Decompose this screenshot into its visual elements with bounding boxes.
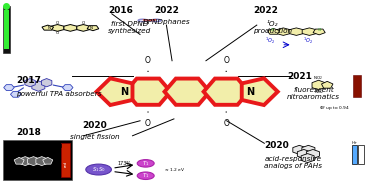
Text: 2018: 2018 — [16, 128, 40, 137]
Ellipse shape — [137, 160, 154, 167]
Bar — [353, 75, 361, 97]
Text: $T_1$: $T_1$ — [142, 159, 149, 168]
Text: red: red — [64, 161, 68, 167]
Polygon shape — [42, 25, 54, 30]
Bar — [358, 145, 364, 164]
Text: N: N — [48, 26, 51, 30]
Ellipse shape — [86, 164, 112, 175]
Polygon shape — [42, 79, 52, 87]
Polygon shape — [312, 80, 325, 90]
Text: first DPND
synthesized: first DPND synthesized — [108, 21, 151, 34]
Polygon shape — [242, 78, 278, 105]
Polygon shape — [302, 28, 316, 35]
Polygon shape — [14, 157, 24, 164]
Polygon shape — [125, 79, 170, 105]
Text: 2022: 2022 — [154, 6, 179, 15]
Text: $^{1}O_{2}$: $^{1}O_{2}$ — [265, 36, 275, 46]
Text: acid-responsive
analogs of PAHs: acid-responsive analogs of PAHs — [264, 156, 322, 169]
Text: Cl: Cl — [318, 28, 322, 32]
Polygon shape — [297, 149, 310, 158]
Text: 2020: 2020 — [264, 141, 289, 150]
Polygon shape — [4, 85, 14, 91]
Polygon shape — [267, 29, 280, 34]
Polygon shape — [301, 154, 314, 163]
Text: O: O — [145, 56, 151, 65]
Text: Cl: Cl — [271, 28, 275, 32]
Text: NO$_2$: NO$_2$ — [313, 74, 323, 81]
Text: DPNDphanes: DPNDphanes — [143, 19, 190, 26]
Polygon shape — [96, 78, 132, 105]
Polygon shape — [313, 29, 325, 35]
Text: 2016: 2016 — [108, 6, 133, 15]
Text: ¹O₂
production: ¹O₂ production — [253, 21, 292, 34]
Polygon shape — [19, 157, 31, 166]
Polygon shape — [43, 157, 53, 164]
Polygon shape — [276, 28, 290, 35]
Text: O: O — [82, 21, 85, 25]
Ellipse shape — [137, 172, 154, 180]
Polygon shape — [307, 149, 319, 158]
Text: O: O — [223, 56, 229, 65]
Polygon shape — [32, 81, 45, 91]
Bar — [61, 143, 70, 177]
Text: 2021: 2021 — [287, 72, 312, 81]
Polygon shape — [51, 25, 64, 31]
Polygon shape — [36, 157, 48, 166]
Text: $S_1S_0$: $S_1S_0$ — [92, 165, 105, 174]
Text: O: O — [56, 31, 59, 35]
Text: H+: H+ — [352, 141, 358, 145]
Text: fluorescent
nitroaromatics: fluorescent nitroaromatics — [287, 87, 340, 100]
Text: N: N — [120, 87, 129, 97]
Text: NO$_2$: NO$_2$ — [314, 88, 324, 96]
Text: O: O — [145, 119, 151, 128]
Text: red emission
on demand: red emission on demand — [16, 143, 62, 156]
Text: $T_1$: $T_1$ — [142, 171, 149, 180]
Polygon shape — [87, 26, 99, 31]
Text: O: O — [223, 119, 229, 128]
Polygon shape — [321, 81, 333, 88]
Text: N: N — [90, 26, 93, 30]
Text: 173%: 173% — [117, 161, 131, 166]
Polygon shape — [11, 91, 21, 97]
Polygon shape — [77, 25, 90, 31]
Polygon shape — [28, 157, 39, 166]
Text: N: N — [246, 87, 254, 97]
Bar — [3, 6, 10, 53]
Text: 2020: 2020 — [82, 121, 107, 130]
Polygon shape — [25, 79, 35, 87]
Text: $^{1}O_{2}$: $^{1}O_{2}$ — [303, 36, 313, 46]
Text: 2017: 2017 — [16, 76, 41, 85]
Text: powerful TPA absorbers: powerful TPA absorbers — [16, 91, 101, 97]
Polygon shape — [302, 145, 315, 154]
Polygon shape — [204, 79, 249, 105]
Polygon shape — [289, 28, 304, 35]
Text: $\Phi_F$ up to 0.94: $\Phi_F$ up to 0.94 — [319, 104, 350, 112]
Polygon shape — [293, 145, 306, 154]
Bar — [3, 139, 72, 180]
Text: $\approx$1.2 eV: $\approx$1.2 eV — [164, 166, 185, 173]
Bar — [352, 145, 357, 164]
Text: O: O — [56, 21, 59, 25]
Polygon shape — [62, 85, 73, 91]
Polygon shape — [64, 25, 77, 31]
Text: singlet fission: singlet fission — [70, 134, 120, 140]
Text: 2022: 2022 — [253, 6, 278, 15]
Bar — [4, 10, 9, 50]
Polygon shape — [164, 79, 210, 105]
